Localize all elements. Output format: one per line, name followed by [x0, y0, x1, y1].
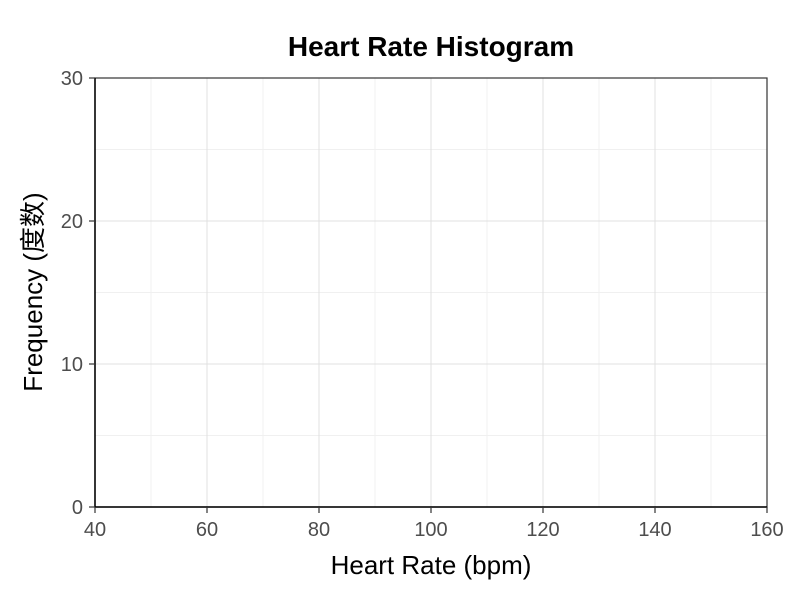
- chart-title: Heart Rate Histogram: [288, 31, 574, 62]
- y-tick-label: 30: [61, 68, 83, 90]
- y-tick-label: 20: [61, 211, 83, 233]
- x-axis-label: Heart Rate (bpm): [331, 550, 532, 580]
- x-tick-label: 160: [750, 519, 783, 541]
- x-tick-label: 60: [196, 519, 218, 541]
- y-axis-label: Frequency (度数): [18, 192, 48, 391]
- x-tick-label: 120: [526, 519, 559, 541]
- x-tick-label: 40: [84, 519, 106, 541]
- grid: [94, 77, 768, 508]
- x-tick-label: 140: [638, 519, 671, 541]
- y-tick-label: 10: [61, 354, 83, 376]
- x-tick-label: 100: [414, 519, 447, 541]
- x-tick-label: 80: [308, 519, 330, 541]
- y-tick-label: 0: [72, 497, 83, 519]
- ticks: 40 60 80 100 120 140 160 0 10 20 30: [61, 68, 784, 541]
